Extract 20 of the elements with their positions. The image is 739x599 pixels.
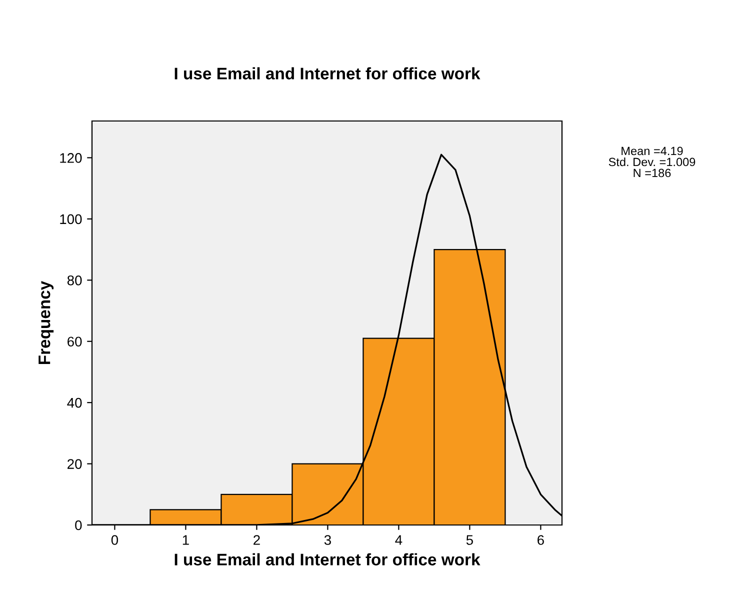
text: N =186 (634, 168, 671, 178)
y-tick-label: 100 (60, 214, 82, 224)
chart-title: I use Email and Internet for office work (174, 67, 480, 80)
text: Mean =4.19 (622, 146, 683, 156)
y-tick-label: 120 (60, 153, 82, 163)
y-tick-label: 60 (68, 336, 82, 347)
y-tick-label: 40 (67, 398, 82, 408)
x-tick-label: 3 (324, 535, 331, 545)
y-tick-label: 80 (67, 275, 82, 286)
x-tick-label: 4 (395, 535, 402, 545)
text: Std. Dev. =1.009 (608, 158, 696, 166)
x-tick-label: 1 (182, 535, 189, 545)
y-axis-title: Frequency (38, 280, 54, 364)
x-tick-label: 2 (254, 535, 260, 545)
y-tick-label: 20 (68, 459, 82, 469)
x-tick-label: 5 (466, 535, 473, 545)
x-tick-label: 0 (111, 535, 118, 545)
x-axis-title: I use Email and Internet for office work (174, 553, 480, 566)
x-tick-label: 6 (538, 535, 544, 545)
y-tick-label: 0 (75, 520, 82, 530)
